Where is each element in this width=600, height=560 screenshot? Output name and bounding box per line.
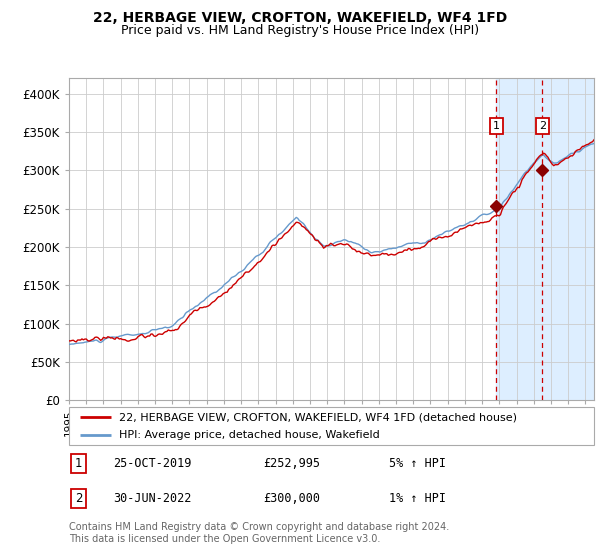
FancyBboxPatch shape (69, 407, 594, 445)
Text: 30-JUN-2022: 30-JUN-2022 (113, 492, 192, 505)
Text: HPI: Average price, detached house, Wakefield: HPI: Average price, detached house, Wake… (119, 430, 380, 440)
Text: 2: 2 (539, 121, 546, 131)
Bar (496, 78, 594, 400)
Text: 1% ↑ HPI: 1% ↑ HPI (389, 492, 446, 505)
Text: £300,000: £300,000 (263, 492, 320, 505)
Text: £252,995: £252,995 (263, 457, 320, 470)
Text: Contains HM Land Registry data © Crown copyright and database right 2024.
This d: Contains HM Land Registry data © Crown c… (69, 522, 449, 544)
Text: 25-OCT-2019: 25-OCT-2019 (113, 457, 192, 470)
Text: 1: 1 (493, 121, 500, 131)
Text: 22, HERBAGE VIEW, CROFTON, WAKEFIELD, WF4 1FD: 22, HERBAGE VIEW, CROFTON, WAKEFIELD, WF… (93, 11, 507, 25)
Text: 2: 2 (75, 492, 82, 505)
Text: Price paid vs. HM Land Registry's House Price Index (HPI): Price paid vs. HM Land Registry's House … (121, 24, 479, 36)
Text: 1: 1 (75, 457, 82, 470)
Text: 22, HERBAGE VIEW, CROFTON, WAKEFIELD, WF4 1FD (detached house): 22, HERBAGE VIEW, CROFTON, WAKEFIELD, WF… (119, 412, 517, 422)
Text: 5% ↑ HPI: 5% ↑ HPI (389, 457, 446, 470)
